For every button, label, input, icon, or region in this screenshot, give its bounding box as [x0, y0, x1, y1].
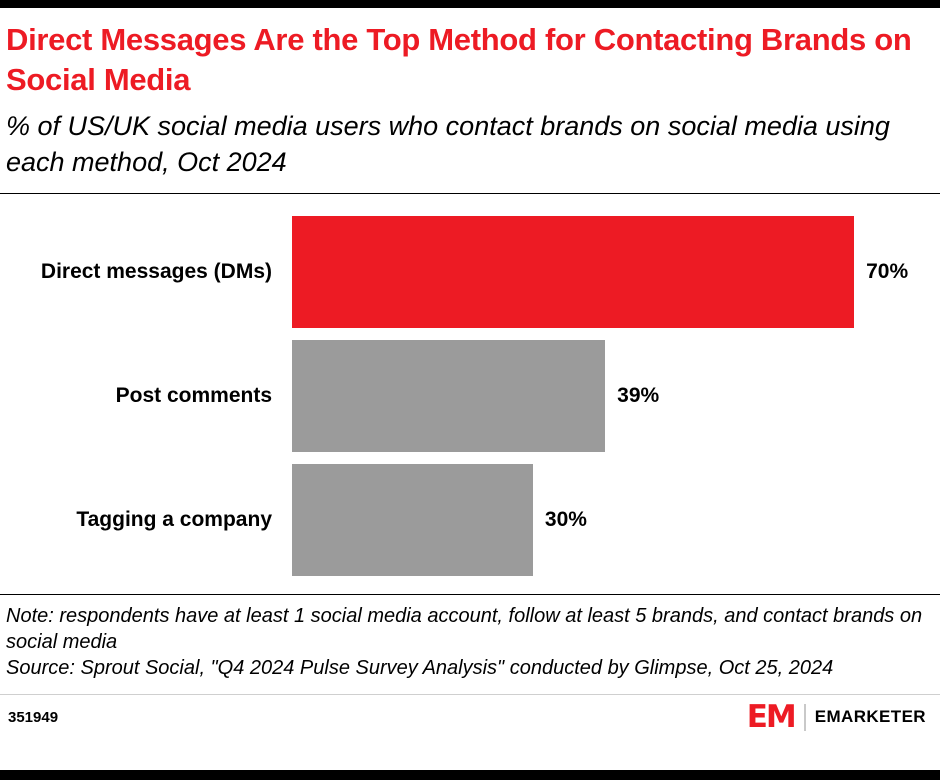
- bar-row: Direct messages (DMs) 70%: [0, 215, 940, 328]
- bar-value-label: 39%: [617, 383, 660, 407]
- bar-value-label: 70%: [866, 259, 909, 283]
- bar-label: Tagging a company: [76, 507, 272, 531]
- bar-label: Direct messages (DMs): [40, 259, 272, 283]
- chart-header: Direct Messages Are the Top Method for C…: [0, 8, 940, 193]
- bar-track: 39%: [292, 339, 940, 452]
- chart-title: Direct Messages Are the Top Method for C…: [6, 22, 912, 97]
- brand-name: EMARKETER: [814, 707, 926, 727]
- emarketer-logo: EM EMARKETER: [746, 698, 926, 735]
- source-text: Source: Sprout Social, "Q4 2024 Pulse Su…: [6, 657, 834, 680]
- bar-value-label: 30%: [544, 507, 587, 531]
- bar: [292, 215, 855, 328]
- bar-row: Tagging a company 30%: [0, 463, 940, 576]
- bar-track: 70%: [292, 215, 940, 328]
- note-section: Note: respondents have at least 1 social…: [0, 593, 940, 694]
- header-divider: [0, 192, 940, 194]
- top-black-bar: [0, 0, 940, 8]
- bar-chart: Direct messages (DMs) 70% Post comments 39%…: [0, 194, 940, 594]
- bar-label: Post comments: [115, 383, 272, 407]
- bar-row: Post comments 39%: [0, 339, 940, 452]
- chart-id: 351949: [8, 708, 59, 726]
- note-text: Note: respondents have at least 1 social…: [6, 604, 923, 653]
- chart-subtitle: % of US/UK social media users who contac…: [6, 111, 890, 177]
- logo-divider: [803, 703, 806, 731]
- bar-track: 30%: [292, 463, 940, 576]
- footer: 351949 EM EMARKETER: [0, 693, 940, 740]
- bar: [292, 463, 533, 576]
- em-logo-icon: EM: [746, 698, 797, 735]
- bar: [292, 339, 606, 452]
- bottom-black-bar: [0, 770, 940, 780]
